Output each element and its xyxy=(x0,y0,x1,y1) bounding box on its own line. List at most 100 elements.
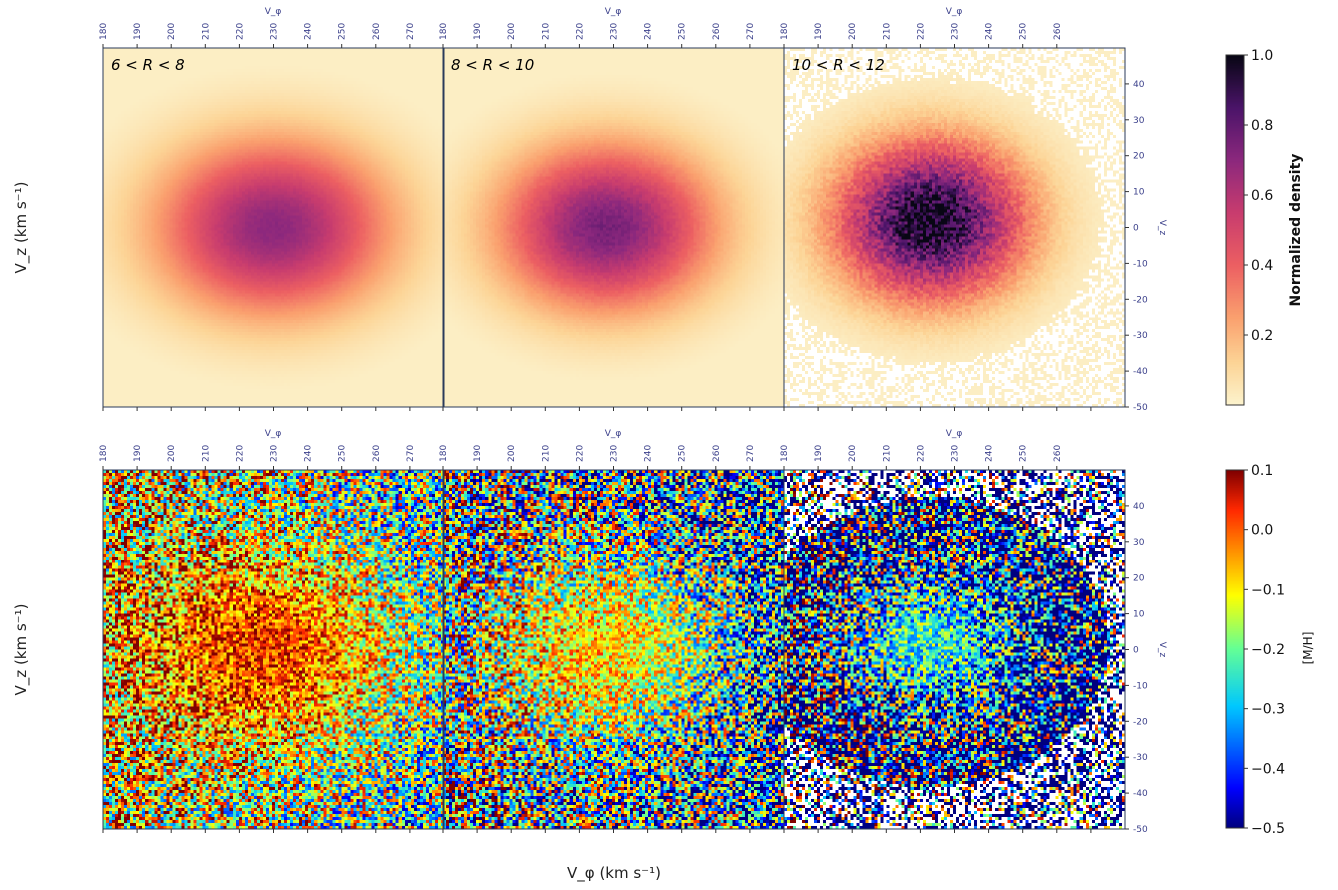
y-axis-label: V_z (km s⁻¹) xyxy=(12,182,31,274)
top-tick-label: 230 xyxy=(270,23,280,40)
top-tick-label: 180 xyxy=(780,445,790,462)
top-tick-label: 220 xyxy=(916,445,926,462)
right-tick-label: 40 xyxy=(1133,80,1145,90)
right-tick-label: 0 xyxy=(1133,224,1139,234)
metallicity-panel-1 xyxy=(103,470,444,829)
panel-frame xyxy=(783,469,1126,830)
panel-title: 8 < R < 10 xyxy=(451,56,534,74)
top-tick-label: 190 xyxy=(473,445,483,462)
metallicity-colorbar-tick-label: −0.5 xyxy=(1251,821,1285,837)
right-tick-label: -50 xyxy=(1133,825,1148,835)
top-tick-label: 240 xyxy=(304,445,314,462)
top-tick-label: 200 xyxy=(507,445,517,462)
right-tick-label: -10 xyxy=(1133,681,1148,691)
top-tick-label: 210 xyxy=(201,445,211,462)
density-colorbar xyxy=(1226,55,1244,405)
top-tick-label: 180 xyxy=(439,445,449,462)
top-tick-label: 270 xyxy=(746,23,756,40)
top-tick-label: 180 xyxy=(439,23,449,40)
top-tick-label: 200 xyxy=(848,445,858,462)
right-tick-label: -50 xyxy=(1133,403,1148,413)
top-tick-label: 180 xyxy=(780,23,790,40)
density-colorbar-tick-label: 0.6 xyxy=(1251,188,1273,204)
density-panel-3 xyxy=(784,48,1125,407)
top-tick-label: 220 xyxy=(575,23,585,40)
right-tick-label: 0 xyxy=(1133,646,1139,656)
metallicity-colorbar-tick-label: 0.1 xyxy=(1251,463,1273,479)
metallicity-colorbar-tick-label: −0.1 xyxy=(1251,582,1285,598)
top-tick-label: 210 xyxy=(882,23,892,40)
right-axis-label: V_z xyxy=(1157,642,1167,658)
right-tick-label: 30 xyxy=(1133,116,1145,126)
top-tick-label: 190 xyxy=(133,445,143,462)
metallicity-colorbar-label: [M/H] xyxy=(1301,632,1315,665)
top-tick-label: 260 xyxy=(372,23,382,40)
top-tick-label: 210 xyxy=(882,445,892,462)
right-tick-label: -30 xyxy=(1133,331,1148,341)
top-tick-label: 180 xyxy=(99,23,109,40)
density-colorbar-tick-label: 0.2 xyxy=(1251,328,1273,344)
metallicity-colorbar xyxy=(1226,470,1244,828)
top-tick-label: 230 xyxy=(610,445,620,462)
top-tick-label: 210 xyxy=(201,23,211,40)
top-axis-label: V_φ xyxy=(265,7,282,17)
panel-frame xyxy=(102,469,445,830)
right-tick-label: -40 xyxy=(1133,367,1148,377)
top-tick-label: 250 xyxy=(338,445,348,462)
density-colorbar-tick-label: 0.8 xyxy=(1251,118,1273,134)
top-tick-label: 200 xyxy=(167,23,177,40)
top-tick-label: 260 xyxy=(1053,23,1063,40)
top-axis-label: V_φ xyxy=(946,429,963,439)
panel-frame xyxy=(102,47,445,408)
metallicity-colorbar-frame xyxy=(1225,469,1245,829)
top-tick-label: 240 xyxy=(644,23,654,40)
top-tick-label: 240 xyxy=(644,445,654,462)
top-tick-label: 190 xyxy=(133,23,143,40)
top-tick-label: 240 xyxy=(985,445,995,462)
right-tick-label: -10 xyxy=(1133,259,1148,269)
top-tick-label: 190 xyxy=(814,23,824,40)
density-colorbar-tick-label: 0.4 xyxy=(1251,258,1273,274)
top-tick-label: 260 xyxy=(1053,445,1063,462)
right-axis-label: V_z xyxy=(1157,220,1167,236)
top-tick-label: 220 xyxy=(916,23,926,40)
top-tick-label: 180 xyxy=(99,445,109,462)
top-tick-label: 250 xyxy=(338,23,348,40)
panel-title: 10 < R < 12 xyxy=(792,56,885,74)
density-colorbar-frame xyxy=(1225,54,1245,406)
top-tick-label: 220 xyxy=(235,445,245,462)
top-tick-label: 250 xyxy=(678,23,688,40)
top-tick-label: 190 xyxy=(473,23,483,40)
top-tick-label: 240 xyxy=(304,23,314,40)
right-tick-label: 20 xyxy=(1133,574,1145,584)
top-tick-label: 200 xyxy=(848,23,858,40)
right-tick-label: 40 xyxy=(1133,502,1145,512)
panel-frame xyxy=(783,47,1126,408)
right-tick-label: -30 xyxy=(1133,753,1148,763)
metallicity-colorbar-tick-label: −0.2 xyxy=(1251,642,1285,658)
top-tick-label: 270 xyxy=(406,23,416,40)
top-tick-label: 260 xyxy=(712,23,722,40)
top-tick-label: 270 xyxy=(406,445,416,462)
right-tick-label: -20 xyxy=(1133,295,1148,305)
right-tick-label: -40 xyxy=(1133,789,1148,799)
panel-frame xyxy=(442,47,785,408)
right-tick-label: 20 xyxy=(1133,152,1145,162)
top-tick-label: 210 xyxy=(541,23,551,40)
density-panel-2 xyxy=(443,48,784,407)
density-colorbar-label: Normalized density xyxy=(1288,154,1304,307)
top-axis-label: V_φ xyxy=(605,429,622,439)
right-tick-label: 30 xyxy=(1133,538,1145,548)
right-tick-label: -20 xyxy=(1133,717,1148,727)
density-panel-1 xyxy=(103,48,444,407)
top-tick-label: 200 xyxy=(167,445,177,462)
top-tick-label: 250 xyxy=(678,445,688,462)
metallicity-colorbar-tick-label: −0.3 xyxy=(1251,702,1285,718)
y-axis-label: V_z (km s⁻¹) xyxy=(12,604,31,696)
top-tick-label: 220 xyxy=(235,23,245,40)
top-tick-label: 250 xyxy=(1019,23,1029,40)
top-axis-label: V_φ xyxy=(605,7,622,17)
top-tick-label: 200 xyxy=(507,23,517,40)
metallicity-colorbar-tick-label: 0.0 xyxy=(1251,523,1273,539)
